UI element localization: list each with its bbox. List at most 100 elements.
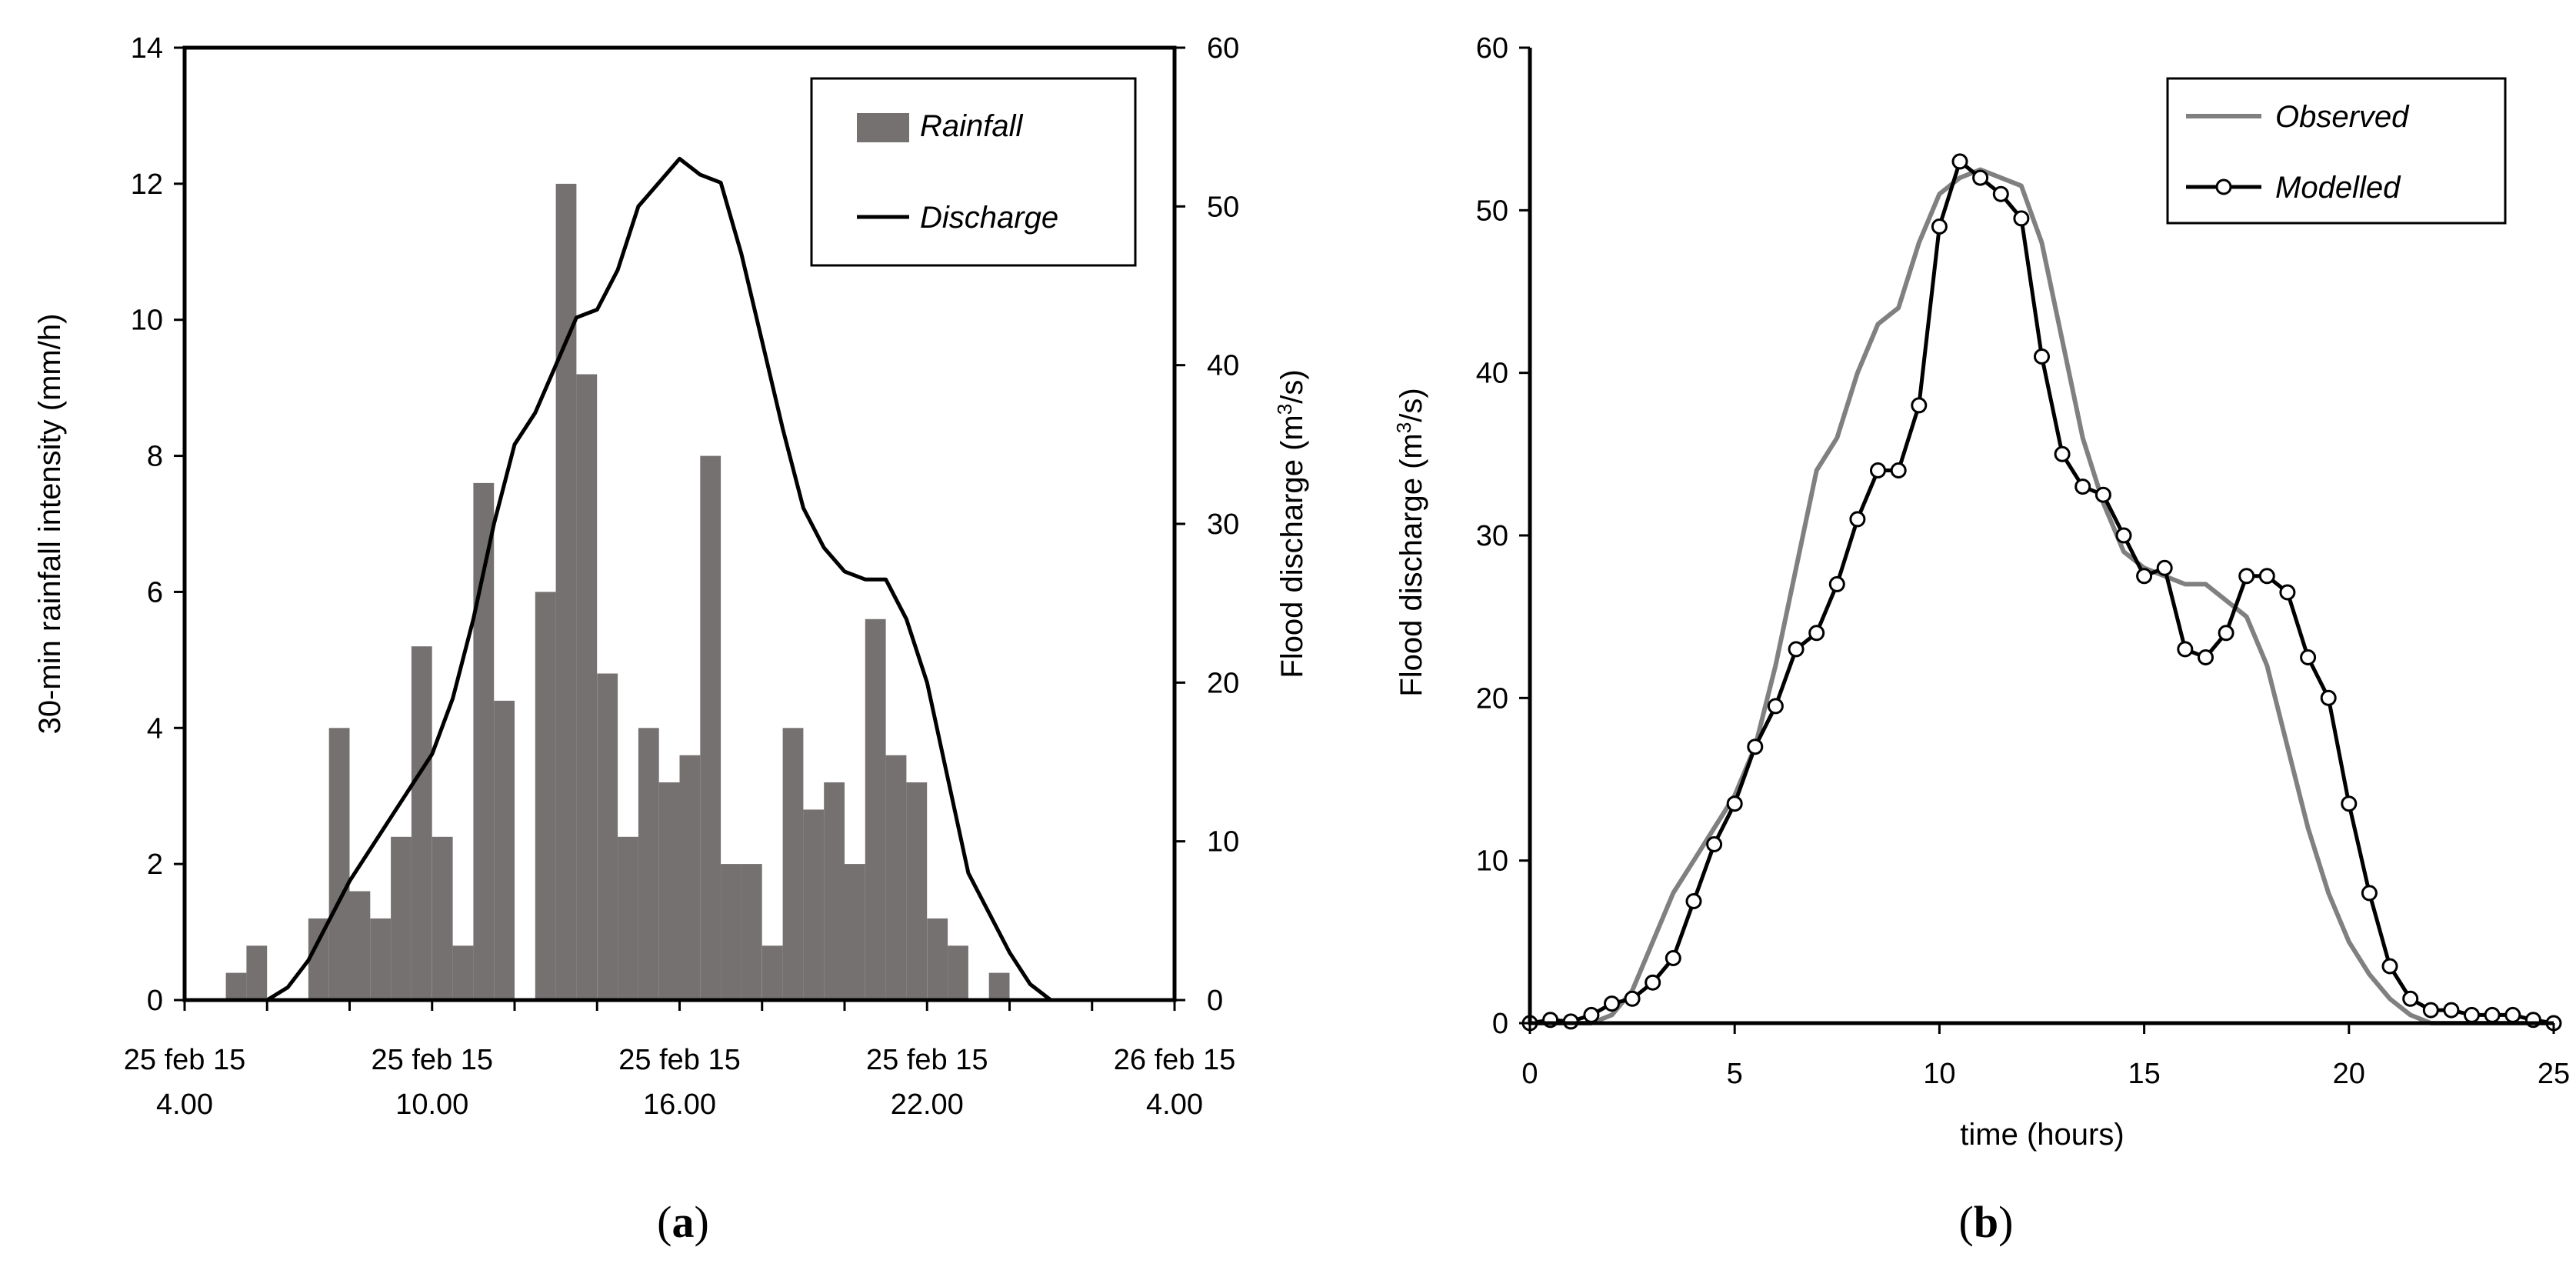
y-axis-ticks: 0 10 20 30 40 50 60 bbox=[1476, 32, 1530, 1040]
x-tick-label-time: 4.00 bbox=[156, 1089, 213, 1121]
legend-label-observed: Observed bbox=[2275, 100, 2410, 134]
x-tick-label: 10 bbox=[1923, 1058, 1955, 1090]
rainfall-bar bbox=[555, 183, 577, 1000]
modelled-point bbox=[2341, 795, 2358, 812]
panel-label-a: (a) bbox=[657, 1197, 709, 1247]
rainfall-bar bbox=[865, 618, 886, 1000]
rainfall-bar bbox=[906, 782, 928, 1000]
observed-line bbox=[1528, 167, 2556, 1025]
legend-frame bbox=[2166, 77, 2507, 225]
modelled-point bbox=[2402, 990, 2419, 1007]
y-tick-label: 10 bbox=[1476, 845, 1508, 878]
rainfall-bar bbox=[618, 836, 638, 1000]
legend-b: Observed Modelled bbox=[2166, 77, 2507, 225]
modelled-point bbox=[2300, 649, 2317, 665]
modelled-point bbox=[2013, 210, 2030, 227]
modelled-point bbox=[2115, 527, 2132, 544]
modelled-point bbox=[1604, 995, 1620, 1012]
x-tick-label-date: 25 feb 15 bbox=[124, 1044, 245, 1076]
x-tick-label-time: 22.00 bbox=[891, 1089, 964, 1121]
legend-a: Rainfall Discharge bbox=[810, 77, 1137, 267]
modelled-point bbox=[2074, 478, 2091, 495]
right-y-tick-label: 60 bbox=[1207, 32, 1239, 65]
modelled-point bbox=[1870, 462, 1886, 478]
modelled-point bbox=[2054, 445, 2071, 462]
rainfall-bar bbox=[761, 945, 783, 1000]
left-y-axis-ticks: 0 2 4 6 8 10 12 14 bbox=[131, 32, 185, 1017]
right-y-tick-label: 10 bbox=[1207, 826, 1239, 859]
rainfall-bar bbox=[638, 728, 659, 1000]
left-y-axis-label: 30-min rainfall intensity (mm/h) bbox=[33, 314, 67, 735]
y-tick-label: 50 bbox=[1476, 195, 1508, 227]
rainfall-bar bbox=[370, 918, 392, 1000]
discharge-line-group bbox=[182, 156, 1177, 1002]
rainfall-bar bbox=[328, 728, 350, 1000]
modelled-point bbox=[1706, 836, 1723, 852]
modelled-point bbox=[2218, 625, 2234, 642]
discharge-line bbox=[182, 156, 1177, 1002]
modelled-point bbox=[2136, 568, 2153, 585]
modelled-point bbox=[2484, 1006, 2501, 1023]
chart-b: 0 10 20 30 40 50 60 0 5 10 15 20 25 Flood discharge… bbox=[1392, 32, 2570, 1247]
modelled-point bbox=[1849, 511, 1866, 528]
rainfall-bar bbox=[700, 455, 721, 1000]
rainfall-bar bbox=[741, 864, 762, 1000]
rainfall-bar bbox=[411, 646, 432, 1000]
modelled-point bbox=[1992, 185, 2009, 202]
y-axis-label: Flood discharge (m3/s) bbox=[1392, 388, 1428, 696]
right-y-tick-label: 30 bbox=[1207, 508, 1239, 541]
x-tick-label-time: 4.00 bbox=[1146, 1089, 1203, 1121]
modelled-point bbox=[2361, 885, 2378, 902]
rainfall-bar bbox=[803, 809, 825, 1000]
x-axis-label: time (hours) bbox=[1960, 1118, 2124, 1152]
rainfall-bar bbox=[246, 945, 268, 1000]
rainfall-bar bbox=[597, 673, 618, 1000]
right-y-tick-label: 40 bbox=[1207, 350, 1239, 382]
modelled-point bbox=[1911, 397, 1928, 414]
x-axis-ticks: 0 5 10 15 20 25 bbox=[1521, 1023, 2570, 1090]
left-y-tick-label: 6 bbox=[147, 576, 163, 608]
panel-label-b: (b) bbox=[1959, 1197, 2014, 1247]
modelled-point bbox=[2422, 1002, 2439, 1019]
x-tick-label-date: 25 feb 15 bbox=[866, 1044, 988, 1076]
modelled-point bbox=[1665, 950, 1681, 966]
left-y-tick-label: 14 bbox=[131, 32, 163, 65]
y-tick-label: 0 bbox=[1492, 1008, 1508, 1040]
rainfall-bar bbox=[948, 945, 968, 1000]
modelled-point bbox=[1624, 990, 1641, 1007]
left-y-tick-label: 10 bbox=[131, 305, 163, 337]
x-tick-label-date: 25 feb 15 bbox=[372, 1044, 493, 1076]
modelled-point bbox=[1890, 462, 1907, 478]
y-tick-label: 30 bbox=[1476, 520, 1508, 552]
observed-line-group bbox=[1528, 167, 2556, 1025]
rainfall-bar bbox=[349, 891, 371, 1000]
modelled-point bbox=[1685, 893, 1702, 909]
right-y-tick-label: 50 bbox=[1207, 191, 1239, 223]
rainfall-bar bbox=[576, 374, 598, 1000]
modelled-point bbox=[2156, 559, 2173, 576]
x-tick-label-date: 25 feb 15 bbox=[618, 1044, 740, 1076]
modelled-point bbox=[2094, 486, 2111, 503]
legend-label-discharge: Discharge bbox=[920, 201, 1058, 235]
x-tick-label: 15 bbox=[2128, 1058, 2160, 1090]
rainfall-bar bbox=[721, 864, 741, 1000]
x-tick-label: 5 bbox=[1727, 1058, 1743, 1090]
right-y-tick-label: 0 bbox=[1207, 985, 1223, 1017]
modelled-point bbox=[2464, 1006, 2480, 1023]
modelled-point bbox=[2279, 584, 2296, 601]
modelled-point bbox=[1767, 698, 1784, 715]
modelled-point bbox=[1828, 575, 1845, 592]
rainfall-bar bbox=[988, 972, 1010, 1000]
modelled-point bbox=[2198, 649, 2214, 665]
legend-frame bbox=[810, 77, 1137, 267]
x-tick-label: 25 bbox=[2538, 1058, 2570, 1090]
modelled-point bbox=[1972, 169, 1989, 186]
rainfall-bar bbox=[535, 592, 556, 1000]
rainfall-bar bbox=[308, 918, 329, 1000]
rainfall-bar bbox=[658, 782, 680, 1000]
x-tick-label-date: 26 feb 15 bbox=[1114, 1044, 1235, 1076]
modelled-point bbox=[2034, 348, 2050, 365]
modelled-point bbox=[1808, 625, 1825, 642]
